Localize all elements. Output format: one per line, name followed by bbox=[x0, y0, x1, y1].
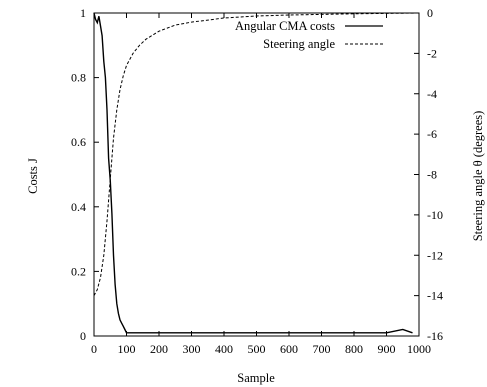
x-tick-label: 200 bbox=[150, 342, 168, 356]
right-y-tick-label: -2 bbox=[427, 46, 437, 60]
legend-label-costs: Angular CMA costs bbox=[235, 19, 335, 33]
right-y-tick-label: -10 bbox=[427, 208, 443, 222]
x-tick-label: 900 bbox=[378, 342, 396, 356]
x-tick-label: 500 bbox=[248, 342, 266, 356]
left-y-axis-label: Costs J bbox=[26, 158, 40, 194]
right-y-tick-label: -12 bbox=[427, 248, 443, 262]
legend-label-steering: Steering angle bbox=[263, 37, 335, 51]
x-tick-label: 400 bbox=[215, 342, 233, 356]
right-y-tick-label: -14 bbox=[427, 289, 443, 303]
left-y-tick-label: 0.4 bbox=[71, 200, 86, 214]
x-tick-label: 1000 bbox=[407, 342, 431, 356]
right-y-tick-label: -6 bbox=[427, 127, 437, 141]
legend: Angular CMA costs Steering angle bbox=[235, 19, 383, 51]
left-y-tick-label: 0.6 bbox=[71, 135, 86, 149]
right-y-axis-label: Steering angle θ (degrees) bbox=[471, 111, 485, 242]
x-tick-label: 600 bbox=[280, 342, 298, 356]
right-y-tick-label: -16 bbox=[427, 329, 443, 343]
right-y-tick-label: -4 bbox=[427, 87, 437, 101]
right-y-tick-label: 0 bbox=[427, 6, 433, 20]
plot-frame bbox=[93, 12, 420, 337]
x-tick-label: 100 bbox=[118, 342, 136, 356]
left-y-tick-label: 0.2 bbox=[71, 264, 86, 278]
series-steering-angle-line bbox=[93, 12, 420, 296]
x-tick-label: 0 bbox=[91, 342, 97, 356]
x-axis-ticks: 0 100 200 300 400 500 600 700 800 900 1000 bbox=[91, 13, 431, 356]
right-y-tick-label: -8 bbox=[427, 168, 437, 182]
right-y-axis-ticks: 0 -2 -4 -6 -8 -10 -12 -14 -16 bbox=[414, 6, 443, 343]
left-y-tick-label: 0 bbox=[80, 329, 86, 343]
x-tick-label: 800 bbox=[345, 342, 363, 356]
left-y-tick-label: 1 bbox=[80, 6, 86, 20]
left-y-tick-label: 0.8 bbox=[71, 71, 86, 85]
chart-series bbox=[93, 12, 420, 334]
x-tick-label: 300 bbox=[183, 342, 201, 356]
series-angular-cma-costs-line bbox=[93, 12, 413, 334]
x-axis-label: Sample bbox=[237, 371, 275, 385]
x-tick-label: 700 bbox=[313, 342, 331, 356]
plot-area bbox=[93, 12, 420, 337]
left-y-axis-ticks: 0 0.2 0.4 0.6 0.8 1 bbox=[71, 6, 99, 343]
